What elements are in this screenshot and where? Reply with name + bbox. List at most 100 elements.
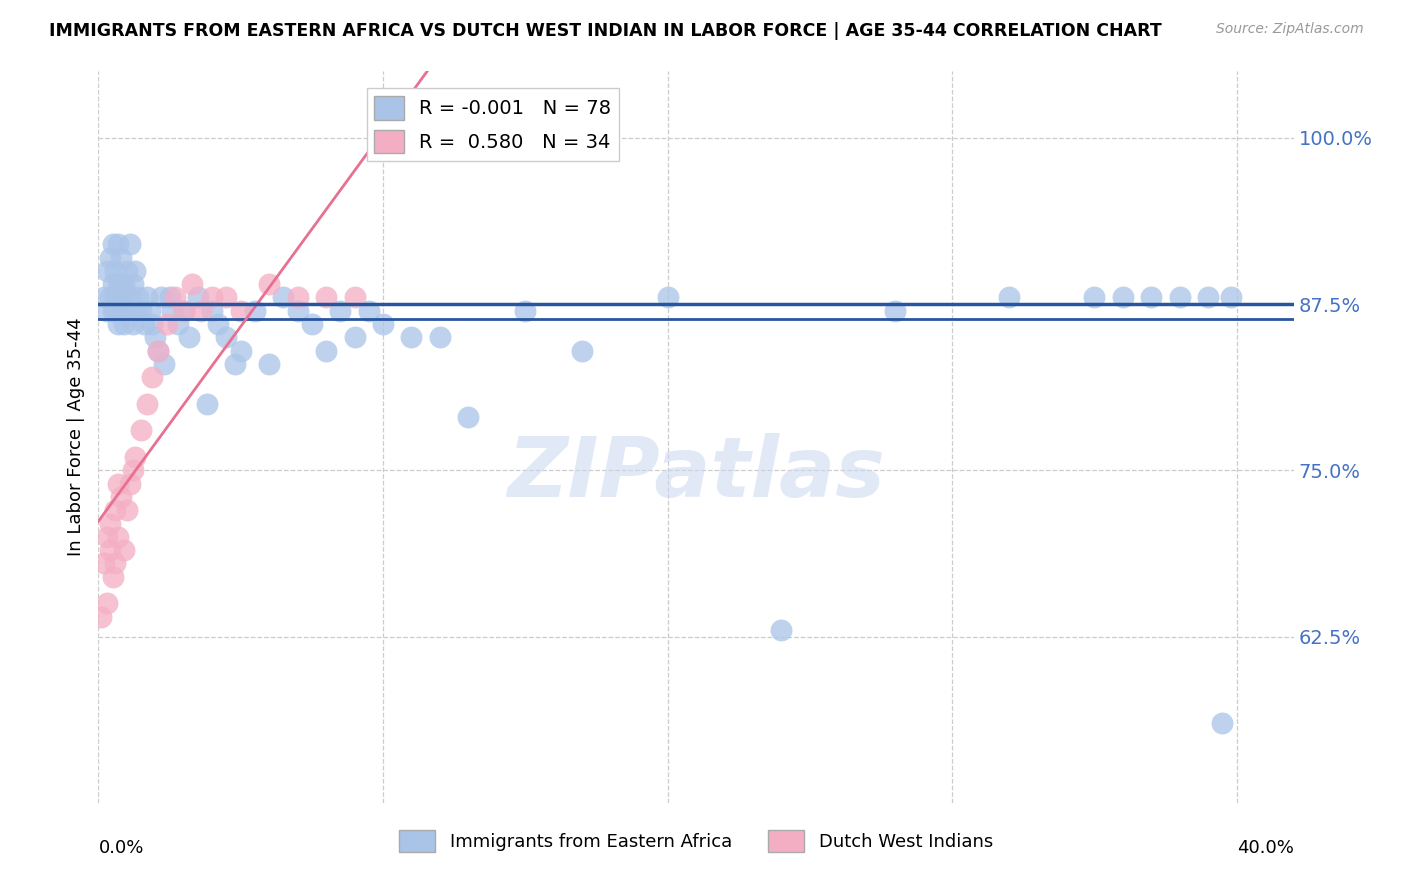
Point: [115, 264, 138, 278]
Point: [195, 397, 218, 411]
Point: [101, 237, 124, 252]
Point: [156, 317, 179, 331]
Point: [107, 476, 129, 491]
Point: [1112, 290, 1135, 304]
Point: [229, 343, 252, 358]
Point: [98, 290, 121, 304]
Point: [101, 570, 124, 584]
Point: [179, 330, 201, 344]
Point: [153, 357, 176, 371]
Point: [93, 557, 115, 571]
Point: [515, 303, 537, 318]
Point: [107, 277, 129, 292]
Point: [1211, 716, 1233, 731]
Point: [215, 330, 238, 344]
Point: [148, 343, 170, 358]
Point: [96, 530, 118, 544]
Point: [162, 303, 184, 318]
Point: [96, 264, 118, 278]
Point: [138, 303, 160, 318]
Point: [127, 290, 149, 304]
Text: 40.0%: 40.0%: [1237, 839, 1294, 857]
Point: [173, 303, 195, 318]
Point: [770, 623, 793, 637]
Point: [107, 237, 129, 252]
Point: [129, 303, 152, 318]
Point: [257, 357, 280, 371]
Point: [148, 343, 170, 358]
Point: [315, 290, 337, 304]
Point: [1168, 290, 1191, 304]
Point: [124, 264, 146, 278]
Point: [112, 290, 135, 304]
Point: [107, 530, 129, 544]
Point: [1219, 290, 1241, 304]
Point: [329, 303, 352, 318]
Point: [141, 370, 163, 384]
Point: [112, 277, 135, 292]
Point: [215, 290, 238, 304]
Y-axis label: In Labor Force | Age 35-44: In Labor Force | Age 35-44: [66, 318, 84, 557]
Point: [1197, 290, 1219, 304]
Point: [135, 397, 157, 411]
Point: [101, 303, 124, 318]
Point: [429, 330, 451, 344]
Point: [229, 303, 252, 318]
Point: [107, 317, 129, 331]
Point: [104, 264, 127, 278]
Point: [159, 290, 181, 304]
Point: [571, 343, 593, 358]
Point: [121, 463, 143, 477]
Point: [104, 303, 127, 318]
Point: [124, 303, 146, 318]
Point: [150, 290, 173, 304]
Point: [110, 290, 132, 304]
Point: [167, 317, 190, 331]
Legend: Immigrants from Eastern Africa, Dutch West Indians: Immigrants from Eastern Africa, Dutch We…: [392, 823, 1000, 860]
Point: [96, 596, 118, 610]
Point: [207, 317, 229, 331]
Point: [998, 290, 1021, 304]
Point: [104, 557, 127, 571]
Point: [343, 330, 366, 344]
Point: [401, 330, 423, 344]
Point: [93, 290, 115, 304]
Point: [257, 277, 280, 292]
Point: [181, 277, 204, 292]
Text: Source: ZipAtlas.com: Source: ZipAtlas.com: [1216, 22, 1364, 37]
Point: [101, 277, 124, 292]
Point: [115, 503, 138, 517]
Point: [124, 450, 146, 464]
Point: [141, 317, 163, 331]
Point: [98, 251, 121, 265]
Point: [371, 317, 394, 331]
Point: [165, 290, 187, 304]
Point: [371, 131, 394, 145]
Point: [343, 290, 366, 304]
Point: [187, 290, 209, 304]
Point: [121, 277, 143, 292]
Point: [129, 424, 152, 438]
Point: [112, 317, 135, 331]
Point: [201, 303, 224, 318]
Point: [104, 290, 127, 304]
Point: [287, 290, 309, 304]
Point: [98, 516, 121, 531]
Point: [98, 543, 121, 558]
Point: [243, 303, 266, 318]
Point: [110, 303, 132, 318]
Point: [118, 476, 141, 491]
Point: [104, 503, 127, 517]
Point: [110, 277, 132, 292]
Point: [1083, 290, 1105, 304]
Point: [121, 317, 143, 331]
Point: [273, 290, 295, 304]
Point: [287, 303, 309, 318]
Point: [357, 303, 380, 318]
Point: [107, 290, 129, 304]
Point: [884, 303, 907, 318]
Point: [110, 490, 132, 504]
Point: [115, 303, 138, 318]
Point: [112, 543, 135, 558]
Point: [96, 303, 118, 318]
